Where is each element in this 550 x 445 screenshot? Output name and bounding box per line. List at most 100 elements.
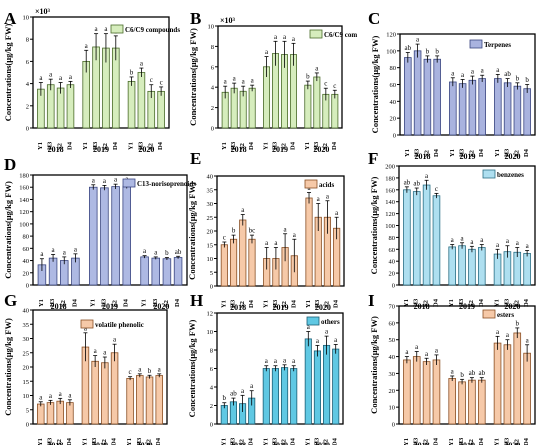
y-tick-label: 5	[26, 407, 29, 414]
bar	[422, 361, 431, 425]
significance-letter: a	[140, 60, 144, 68]
significance-letter: a	[526, 336, 530, 344]
significance-letter: a	[154, 248, 158, 256]
cultivar-label: S2	[281, 439, 288, 445]
cultivar-label: D4	[157, 141, 164, 150]
cultivar-label: H3	[313, 437, 320, 445]
cultivar-label: Y1	[38, 299, 45, 307]
bar	[412, 356, 421, 425]
y-tick-label: 6	[211, 64, 215, 71]
cultivar-label: S2	[239, 143, 246, 150]
y-tick-label: 30	[23, 336, 30, 343]
significance-letter: a	[516, 239, 520, 247]
panel-i: I 0 10 20 30 40 50 60 70 Concentrations(μg/kg FW)…	[368, 291, 536, 445]
cultivar-label: Y1	[448, 438, 455, 445]
y-tick-label: 4	[26, 81, 30, 88]
cultivar-label: H3	[136, 437, 143, 445]
bar	[127, 80, 136, 129]
significance-letter: b	[232, 227, 236, 235]
y-tick-label: 180	[19, 173, 29, 180]
bar	[432, 195, 441, 286]
significance-letter: a	[461, 71, 465, 79]
y-tick-label: 200	[385, 164, 395, 171]
y-tick-label: 0	[26, 126, 29, 133]
y-axis-label: Concentrations(μg/kg FW)	[3, 181, 13, 279]
axis-frame	[32, 16, 170, 129]
panel-letter: B	[190, 9, 201, 28]
cultivar-label: D4	[123, 298, 130, 307]
bar	[433, 58, 441, 136]
cultivar-label: D4	[248, 437, 255, 445]
panel-h: H 0 2 4 6 8 10 12 Concentrations(μg/kg FW) b Y1 ab H…	[187, 291, 344, 445]
y-tick-label: 120	[19, 209, 29, 216]
cultivar-label: Y1	[403, 438, 410, 445]
significance-letter: b	[165, 249, 169, 257]
cultivar-label: S2	[281, 301, 288, 308]
legend-label: esters	[497, 311, 514, 319]
bar	[162, 258, 172, 286]
significance-letter: a	[52, 246, 56, 254]
significance-letter: a	[114, 176, 118, 184]
significance-letter: a	[95, 25, 99, 33]
cultivar-label: S2	[56, 439, 63, 445]
y-tick-label: 0	[26, 283, 29, 290]
legend-swatch	[482, 309, 496, 319]
significance-letter: c	[435, 185, 438, 193]
legend-label: volatile phenolic	[95, 321, 144, 329]
significance-letter: b	[435, 47, 439, 55]
panel-letter: H	[190, 291, 203, 310]
bar	[220, 244, 228, 287]
significance-letter: ab	[469, 369, 476, 377]
significance-letter: a	[481, 67, 485, 75]
significance-letter: a	[425, 172, 429, 180]
bar	[503, 344, 512, 425]
significance-letter: a	[233, 75, 237, 83]
y-tick-label: 40	[23, 308, 30, 315]
y-axis-label: Concentrations(μg/kg FW)	[3, 24, 13, 122]
significance-letter: c	[150, 76, 153, 84]
panel-e: E 0 5 10 15 20 25 30 35 40 Concentrations(μg/kg FW…	[187, 149, 345, 312]
significance-letter: a	[265, 239, 269, 247]
y-tick-label: 0	[211, 126, 214, 133]
bar	[271, 368, 279, 425]
significance-letter: a	[526, 242, 530, 250]
significance-letter: ab	[405, 44, 412, 52]
cultivar-label: D4	[290, 437, 297, 445]
bar	[323, 344, 331, 425]
y-tick-label: 100	[386, 48, 396, 55]
y-tick-label: 10	[207, 256, 214, 263]
cultivar-label: D4	[523, 437, 530, 445]
year-label: 2019	[459, 441, 475, 445]
cultivar-label: D4	[478, 437, 485, 445]
y-tick-label: 35	[207, 187, 214, 194]
bar	[157, 90, 165, 129]
significance-letter: b	[148, 367, 152, 375]
y-tick-label: 70	[389, 304, 396, 311]
y-tick-label: 180	[385, 175, 395, 182]
cultivar-label: S2	[60, 300, 67, 307]
cultivar-label: Y1	[404, 149, 411, 157]
axis-frame	[398, 305, 536, 425]
bar	[523, 88, 531, 136]
bar	[89, 186, 98, 286]
cultivar-label: H3	[47, 141, 54, 150]
significance-letter: a	[241, 206, 245, 214]
significance-letter: a	[283, 33, 287, 41]
y-tick-label: 40	[23, 258, 30, 265]
panel-c: C 0 20 40 60 80 100 120 Concentrations(μg/kg FW)…	[368, 9, 536, 161]
significance-letter: ab	[175, 248, 182, 256]
year-label: 2020	[313, 145, 329, 154]
bar	[412, 191, 421, 286]
significance-letter: a	[471, 68, 475, 76]
bar	[403, 359, 411, 425]
axis-frame	[32, 174, 188, 286]
cultivar-label: H3	[414, 148, 421, 157]
y-tick-label: 40	[389, 259, 396, 266]
y-tick-label: 100	[385, 223, 395, 230]
bar	[248, 238, 256, 287]
y-tick-label: 60	[390, 82, 397, 89]
cultivar-label: S2	[101, 439, 108, 445]
significance-letter: c	[333, 82, 336, 90]
y-tick-label: 140	[19, 197, 29, 204]
significance-letter: a	[113, 336, 117, 344]
